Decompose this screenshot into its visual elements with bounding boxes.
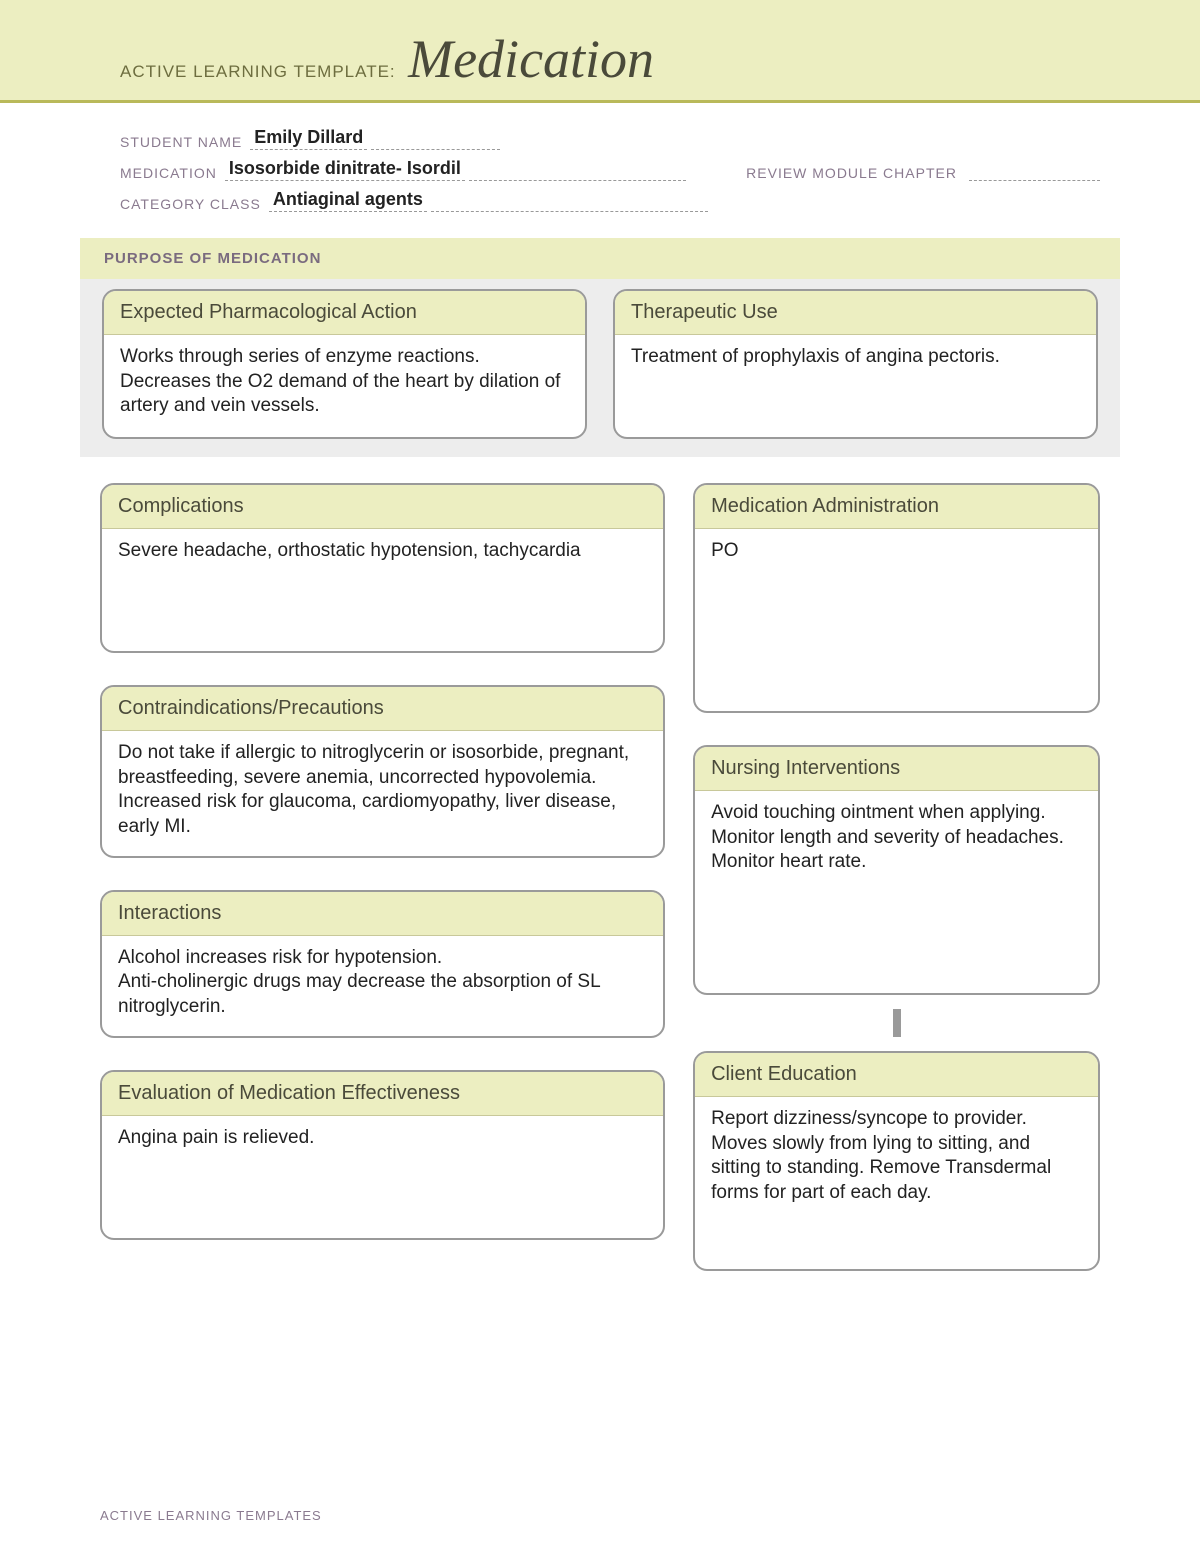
right-column: Medication Administration PO Nursing Int… xyxy=(693,483,1100,1271)
card-body: Report dizziness/syncope to provider. Mo… xyxy=(695,1097,1098,1269)
card-title: Contraindications/Precautions xyxy=(102,687,663,731)
category-value: Antiaginal agents xyxy=(269,189,427,212)
card-contraindications: Contraindications/Precautions Do not tak… xyxy=(100,685,665,858)
page: ACTIVE LEARNING TEMPLATE: Medication STU… xyxy=(0,0,1200,1553)
header-band: ACTIVE LEARNING TEMPLATE: Medication xyxy=(0,0,1200,103)
card-body: Treatment of prophylaxis of angina pecto… xyxy=(615,335,1096,437)
header-title: Medication xyxy=(408,29,654,89)
card-body: Severe headache, orthostatic hypotension… xyxy=(102,529,663,651)
card-title: Client Education xyxy=(695,1053,1098,1097)
card-nursing: Nursing Interventions Avoid touching oin… xyxy=(693,745,1100,995)
card-therapeutic-use: Therapeutic Use Treatment of prophylaxis… xyxy=(613,289,1098,439)
card-administration: Medication Administration PO xyxy=(693,483,1100,713)
category-label: CATEGORY CLASS xyxy=(120,196,261,212)
review-blank xyxy=(969,163,1100,181)
card-pharm-action: Expected Pharmacological Action Works th… xyxy=(102,289,587,439)
card-title: Nursing Interventions xyxy=(695,747,1098,791)
card-title: Evaluation of Medication Effectiveness xyxy=(102,1072,663,1116)
student-name-label: STUDENT NAME xyxy=(120,134,242,150)
card-body: Do not take if allergic to nitroglycerin… xyxy=(102,731,663,856)
card-evaluation: Evaluation of Medication Effectiveness A… xyxy=(100,1070,665,1240)
purpose-section: PURPOSE OF MEDICATION Expected Pharmacol… xyxy=(80,238,1120,457)
medication-label: MEDICATION xyxy=(120,165,217,181)
card-interactions: Interactions Alcohol increases risk for … xyxy=(100,890,665,1038)
medication-blank xyxy=(469,163,686,181)
student-name-value: Emily Dillard xyxy=(250,127,367,150)
card-body: Avoid touching ointment when applying. M… xyxy=(695,791,1098,993)
lower-grid: Complications Severe headache, orthostat… xyxy=(0,457,1200,1271)
connector-line xyxy=(893,1009,901,1037)
medication-value: Isosorbide dinitrate- Isordil xyxy=(225,158,465,181)
card-body: Works through series of enzyme reactions… xyxy=(104,335,585,437)
header-prefix: ACTIVE LEARNING TEMPLATE: xyxy=(120,62,396,81)
left-column: Complications Severe headache, orthostat… xyxy=(100,483,665,1240)
card-body: Angina pain is relieved. xyxy=(102,1116,663,1238)
card-body: PO xyxy=(695,529,1098,711)
card-title: Expected Pharmacological Action xyxy=(104,291,585,335)
footer-text: ACTIVE LEARNING TEMPLATES xyxy=(100,1508,322,1523)
review-label: REVIEW MODULE CHAPTER xyxy=(746,165,957,181)
card-complications: Complications Severe headache, orthostat… xyxy=(100,483,665,653)
card-title: Medication Administration xyxy=(695,485,1098,529)
student-name-blank xyxy=(371,132,500,150)
card-title: Therapeutic Use xyxy=(615,291,1096,335)
card-title: Interactions xyxy=(102,892,663,936)
card-title: Complications xyxy=(102,485,663,529)
meta-block: STUDENT NAME Emily Dillard MEDICATION Is… xyxy=(0,103,1200,238)
category-blank xyxy=(431,194,708,212)
purpose-heading: PURPOSE OF MEDICATION xyxy=(80,238,1120,279)
card-body: Alcohol increases risk for hypotension. … xyxy=(102,936,663,1036)
card-client-education: Client Education Report dizziness/syncop… xyxy=(693,1051,1100,1271)
